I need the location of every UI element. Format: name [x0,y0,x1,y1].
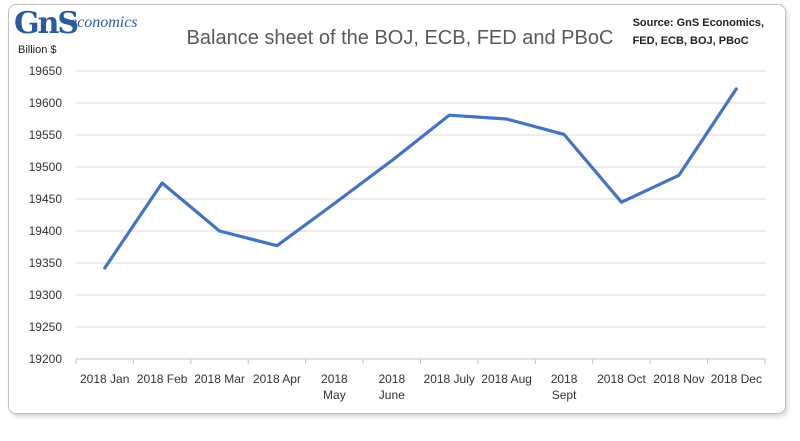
source-note: Source: GnS Economics, FED, ECB, BOJ, PB… [633,14,764,50]
y-tick-label: 19600 [29,96,63,110]
chart-title: Balance sheet of the BOJ, ECB, FED and P… [186,27,614,49]
y-tick-label: 19650 [29,64,63,78]
x-tick-label: 2018 Apr [253,372,301,386]
y-tick-label: 19450 [29,192,63,206]
logo-wordmark: economics [70,14,138,31]
x-tick-label: 2018 May [321,372,348,402]
x-tick-label: 2018 Mar [194,372,245,386]
y-tick-label: 19400 [29,224,63,238]
x-tick-label: 2018 Nov [653,372,704,386]
y-tick-label: 19550 [29,128,63,142]
source-line-2: FED, ECB, BOJ, PBoC [632,35,749,47]
logo-mark: GnS [14,6,79,41]
x-tick-label: 2018 Jan [80,372,129,386]
series-line [103,87,738,270]
x-tick-label: 2018 Sept [551,372,578,402]
chart-frame [8,4,786,414]
x-tick-label: 2018 July [424,372,475,386]
y-tick-label: 19350 [29,256,63,270]
x-tick-label: 2018 Dec [711,372,762,386]
x-tick-label: 2018 Aug [481,372,532,386]
x-tick-label: 2018 Oct [597,372,646,386]
y-tick-label: 19200 [29,352,63,366]
source-line-1: Source: GnS Economics, [632,17,764,29]
gns-logo: GnS economics [14,6,154,44]
y-tick-label: 19300 [29,288,63,302]
x-tick-label: 2018 June [378,372,405,402]
y-tick-label: 19500 [29,160,63,174]
x-tick-label: 2018 Feb [137,372,188,386]
y-tick-label: 19250 [29,320,63,334]
y-axis-unit-label: Billion $ [18,44,57,56]
